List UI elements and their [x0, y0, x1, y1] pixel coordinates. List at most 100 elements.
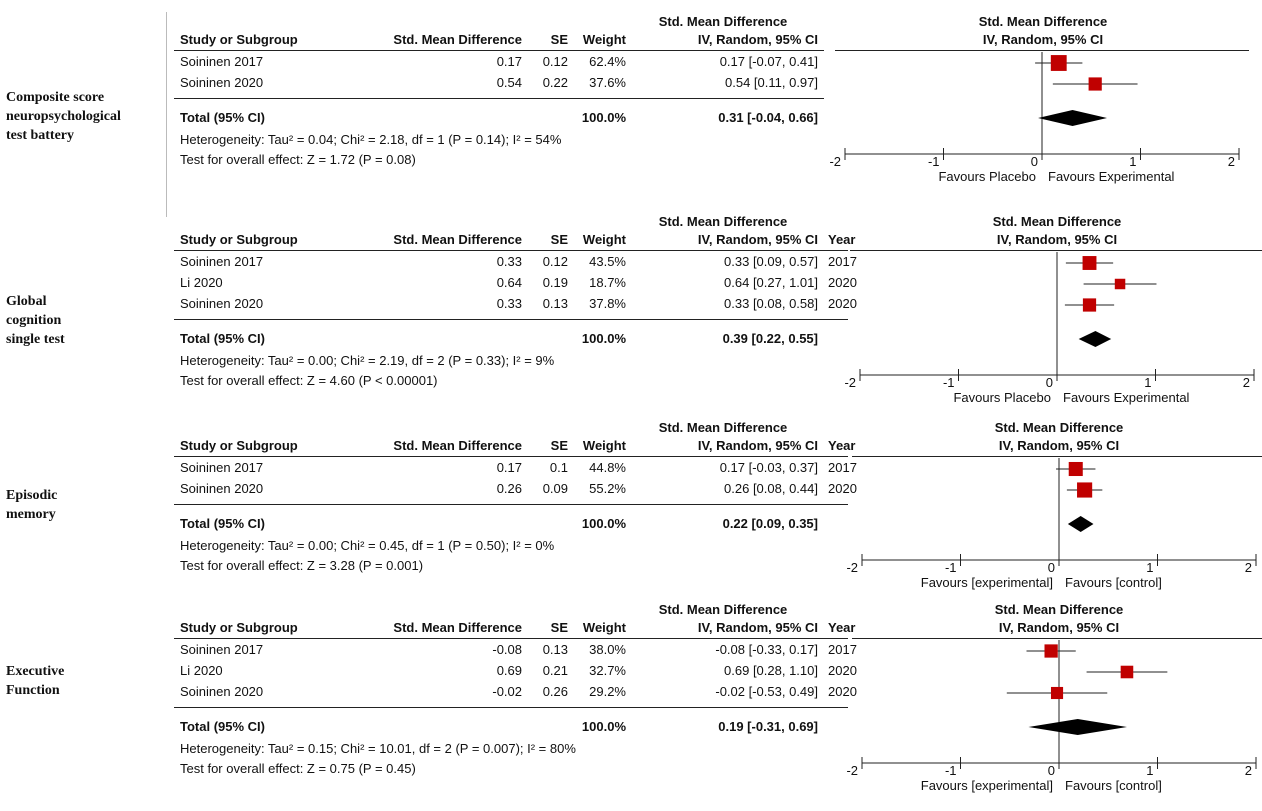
study-name: Soininen 2017 [180, 460, 264, 475]
year-header: Year [828, 620, 856, 635]
heterogeneity-text: Heterogeneity: Tau² = 0.00; Chi² = 2.19,… [180, 353, 555, 368]
study-year: 2017 [828, 254, 857, 269]
x-tick-label: -1 [943, 375, 955, 390]
heterogeneity-text: Heterogeneity: Tau² = 0.04; Chi² = 2.18,… [180, 132, 562, 147]
favours-right-label: Favours Experimental [1063, 390, 1190, 405]
study-se: 0.21 [542, 663, 568, 678]
total-ci: 0.31 [-0.04, 0.66] [718, 110, 818, 125]
se-header: SE [550, 620, 568, 635]
total-label: Total (95% CI) [180, 719, 265, 734]
x-tick-label: 1 [1129, 154, 1136, 169]
study-name: Li 2020 [180, 275, 223, 290]
smd-header: Std. Mean Difference [393, 32, 522, 47]
study-marker [1068, 461, 1083, 477]
study-ci: -0.02 [-0.53, 0.49] [715, 684, 818, 699]
pooled-diamond [1078, 331, 1112, 347]
study-year: 2020 [828, 684, 857, 699]
panel-label-line: memory [6, 507, 56, 522]
panel-label-line: Episodic [6, 488, 58, 503]
total-weight: 100.0% [581, 110, 626, 125]
study-ci: 0.17 [-0.07, 0.41] [719, 54, 818, 69]
study-year: 2020 [828, 663, 857, 678]
total-weight: 100.0% [581, 719, 626, 734]
favours-left-label: Favours Placebo [953, 390, 1051, 405]
study-se: 0.13 [542, 642, 568, 657]
table-header-rule [174, 50, 824, 51]
total-ci: 0.22 [0.09, 0.35] [722, 516, 818, 531]
pooled-diamond [1028, 719, 1127, 735]
se-header: SE [550, 32, 568, 47]
panel-label: Episodic memory [6, 486, 57, 524]
study-marker [1114, 278, 1126, 290]
overall-effect-text: Test for overall effect: Z = 3.28 (P = 0… [180, 558, 424, 573]
plot-header-bottom: IV, Random, 95% CI [982, 32, 1104, 47]
ci-header-bottom: IV, Random, 95% CI [697, 438, 818, 453]
study-se: 0.12 [542, 54, 568, 69]
study-marker [1077, 482, 1093, 498]
study-se: 0.19 [542, 275, 568, 290]
study-marker [1050, 55, 1067, 71]
study-se: 0.09 [542, 481, 568, 496]
study-header: Study or Subgroup [180, 620, 298, 635]
x-tick-label: 2 [1245, 560, 1252, 575]
study-name: Soininen 2017 [180, 254, 264, 269]
study-name: Soininen 2017 [180, 642, 264, 657]
table-body-rule [174, 98, 824, 99]
plot-header-bottom: IV, Random, 95% CI [998, 438, 1120, 453]
weight-header: Weight [582, 620, 626, 635]
total-label: Total (95% CI) [180, 331, 265, 346]
plot-header-rule [852, 456, 1262, 457]
plot-header-top: Std. Mean Difference [994, 602, 1124, 617]
table-header-rule [174, 250, 848, 251]
x-tick-label: -2 [829, 154, 841, 169]
study-ci: 0.64 [0.27, 1.01] [724, 275, 818, 290]
x-tick-label: 2 [1228, 154, 1235, 169]
study-weight: 37.8% [589, 296, 626, 311]
year-header: Year [828, 438, 856, 453]
study-marker [1082, 298, 1097, 312]
table-body-rule [174, 707, 848, 708]
study-year: 2020 [828, 481, 857, 496]
se-header: SE [550, 438, 568, 453]
panel-label-line: neuropsychological [6, 109, 121, 124]
x-tick-label: 0 [1048, 763, 1055, 778]
study-weight: 32.7% [589, 663, 626, 678]
panel-label-line: single test [6, 332, 65, 347]
panel-label-line: Function [6, 683, 60, 698]
study-name: Soininen 2020 [180, 75, 264, 90]
study-smd: 0.69 [496, 663, 522, 678]
study-weight: 29.2% [589, 684, 626, 699]
favours-left-label: Favours Placebo [938, 169, 1036, 184]
study-smd: 0.64 [496, 275, 522, 290]
smd-header: Std. Mean Difference [393, 438, 522, 453]
overall-effect-text: Test for overall effect: Z = 1.72 (P = 0… [180, 152, 416, 167]
study-smd: -0.02 [492, 684, 522, 699]
study-name: Li 2020 [180, 663, 223, 678]
favours-left-label: Favours [experimental] [921, 778, 1053, 793]
study-ci: 0.17 [-0.03, 0.37] [719, 460, 818, 475]
overall-effect-text: Test for overall effect: Z = 4.60 (P < 0… [180, 373, 438, 388]
se-header: SE [550, 232, 568, 247]
study-header: Study or Subgroup [180, 232, 298, 247]
heterogeneity-text: Heterogeneity: Tau² = 0.00; Chi² = 0.45,… [180, 538, 555, 553]
study-se: 0.1 [549, 460, 568, 475]
study-weight: 55.2% [589, 481, 626, 496]
study-ci: 0.26 [0.08, 0.44] [724, 481, 818, 496]
table-header-rule [174, 638, 848, 639]
study-ci: -0.08 [-0.33, 0.17] [715, 642, 818, 657]
study-se: 0.26 [542, 684, 568, 699]
x-tick-label: 1 [1146, 560, 1153, 575]
ci-header-bottom: IV, Random, 95% CI [697, 620, 818, 635]
study-name: Soininen 2020 [180, 296, 264, 311]
study-smd: 0.17 [496, 54, 522, 69]
smd-header: Std. Mean Difference [393, 620, 522, 635]
x-tick-label: -1 [945, 560, 957, 575]
forest-plot: -2 -1 0 1 2 Favours Placebo Favours Experiment… [844, 252, 1255, 405]
favours-left-label: Favours [experimental] [921, 575, 1053, 590]
panel-label-line: cognition [6, 313, 62, 328]
panel-label: Composite score neuropsychological test ba… [6, 88, 121, 145]
study-weight: 43.5% [589, 254, 626, 269]
x-tick-label: 2 [1245, 763, 1252, 778]
plot-header-rule [852, 638, 1262, 639]
panel-label: Global cognition single test [6, 292, 65, 349]
